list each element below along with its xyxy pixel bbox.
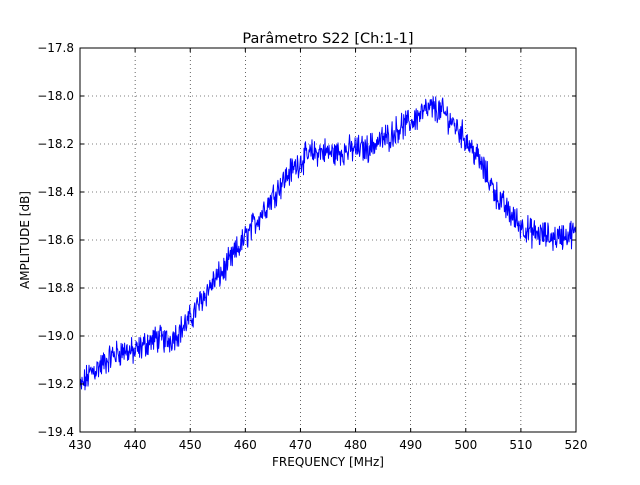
y-axis-label: AMPLITUDE [dB] (18, 191, 32, 289)
y-tick-label: −19.4 (37, 425, 74, 439)
x-tick-label: 520 (565, 438, 588, 452)
y-tick-label: −18.4 (37, 185, 74, 199)
chart-title: Parâmetro S22 [Ch:1-1] (242, 31, 413, 47)
y-tick-label: −18.2 (37, 137, 74, 151)
x-tick-label: 490 (399, 438, 422, 452)
series-layer (79, 96, 577, 391)
y-tick-label: −19.2 (37, 377, 74, 391)
y-tick-label: −19.0 (37, 329, 74, 343)
y-tick-label: −18.0 (37, 89, 74, 103)
y-tick-label: −18.6 (37, 233, 74, 247)
x-tick-label: 510 (509, 438, 532, 452)
x-tick-label: 460 (234, 438, 257, 452)
y-tick-label: −17.8 (37, 41, 74, 55)
x-tick-label: 500 (454, 438, 477, 452)
tick-layer: 430 440 450 460 470 480 490 500 510 520 −17.8 −18.0… (37, 41, 587, 452)
grid-layer (80, 48, 576, 432)
x-tick-label: 470 (289, 438, 312, 452)
x-tick-label: 480 (344, 438, 367, 452)
x-axis-label: FREQUENCY [MHz] (272, 455, 384, 469)
y-tick-label: −18.8 (37, 281, 74, 295)
series-line (79, 96, 577, 391)
x-tick-label: 450 (179, 438, 202, 452)
x-tick-label: 430 (69, 438, 92, 452)
x-tick-label: 440 (124, 438, 147, 452)
